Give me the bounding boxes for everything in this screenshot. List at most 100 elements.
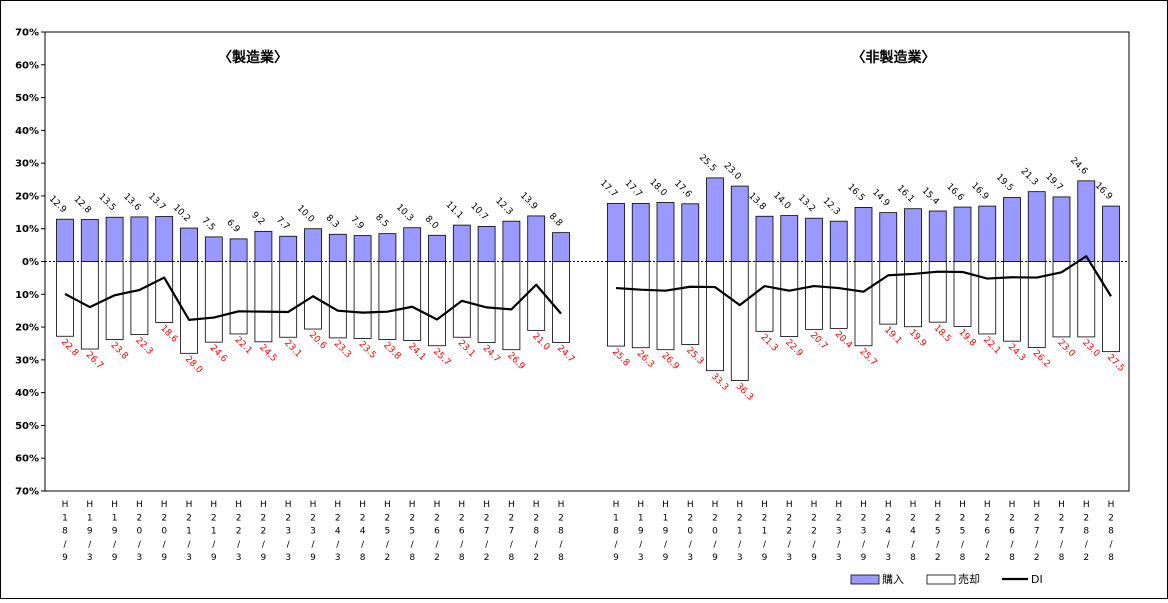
x-tick-char: /: [763, 540, 767, 550]
purchase-value-label: 9.2: [249, 210, 266, 227]
x-tick-char: 9: [87, 527, 93, 537]
x-tick-char: 3: [285, 527, 291, 537]
purchase-bar: [1003, 197, 1021, 262]
y-tick-label: 40%: [15, 126, 39, 137]
x-tick-char: /: [237, 540, 241, 550]
x-tick-char: 8: [533, 527, 539, 537]
sale-bar: [229, 261, 248, 335]
purchase-bar: [904, 208, 922, 262]
x-tick-char: 2: [161, 513, 167, 523]
x-tick-char: 2: [1108, 513, 1114, 523]
x-tick-char: 9: [663, 527, 669, 537]
y-tick-label: 30%: [15, 355, 39, 366]
panel-title: 〈製造業〉: [218, 49, 288, 66]
x-tick-char: H: [86, 500, 93, 510]
sale-value-label: 23.0: [1080, 338, 1101, 359]
x-tick-char: 2: [484, 553, 490, 563]
x-tick-char: 4: [910, 527, 916, 537]
x-tick-char: /: [113, 540, 117, 550]
sale-bar: [105, 261, 124, 340]
x-tick-char: 2: [960, 513, 966, 523]
sale-bar: [1077, 261, 1096, 338]
sale-value-label: 26.3: [635, 349, 656, 370]
purchase-value-label: 24.6: [1068, 156, 1089, 177]
y-tick-label: 70%: [15, 487, 39, 498]
sale-value-label: 23.8: [381, 341, 402, 362]
x-tick-char: H: [384, 500, 391, 510]
x-tick-char: H: [409, 500, 416, 510]
x-tick-char: 2: [310, 513, 316, 523]
x-tick-char: H: [835, 500, 842, 510]
x-tick-char: 8: [409, 553, 415, 563]
x-tick-char: 8: [1108, 553, 1114, 563]
x-tick-char: 5: [385, 527, 391, 537]
purchase-value-label: 16.1: [895, 184, 916, 205]
x-tick-char: /: [435, 540, 439, 550]
sale-value-label: 19.1: [882, 325, 903, 346]
purchase-bar: [706, 177, 724, 262]
sale-bar: [155, 261, 174, 323]
sale-value-label: 25.7: [431, 347, 452, 368]
y-tick-label: 70%: [15, 28, 39, 39]
x-tick-char: 9: [211, 553, 217, 563]
x-tick-char: 3: [310, 527, 316, 537]
sale-value-label: 24.5: [257, 343, 278, 364]
x-tick-char: 2: [737, 513, 743, 523]
purchase-value-label: 10.7: [468, 201, 489, 222]
legend-purchase-swatch: [850, 574, 880, 585]
x-tick-char: /: [887, 540, 891, 550]
x-tick-char: 2: [885, 513, 891, 523]
purchase-bar: [328, 233, 347, 262]
x-tick-char: 2: [285, 513, 291, 523]
x-tick-char: 2: [935, 553, 941, 563]
purchase-value-label: 13.9: [518, 191, 539, 212]
x-tick-char: /: [187, 540, 191, 550]
x-tick-char: 3: [335, 553, 341, 563]
sale-value-label: 22.9: [783, 338, 804, 359]
sale-value-label: 28.0: [183, 354, 204, 375]
x-tick-char: 0: [161, 527, 167, 537]
x-tick-char: H: [533, 500, 540, 510]
sale-bar: [477, 261, 496, 343]
purchase-bar: [829, 220, 848, 262]
sale-value-label: 24.7: [480, 344, 501, 365]
x-tick-char: 3: [137, 553, 143, 563]
x-tick-char: /: [361, 540, 365, 550]
x-tick-char: H: [359, 500, 366, 510]
sale-value-label: 26.7: [84, 350, 105, 371]
y-tick-label: 60%: [15, 454, 39, 465]
purchase-value-label: 25.5: [697, 153, 718, 174]
x-tick-char: 2: [236, 513, 242, 523]
x-tick-char: 8: [1083, 527, 1089, 537]
sale-value-label: 23.5: [356, 340, 377, 361]
x-tick-char: 2: [385, 553, 391, 563]
x-tick-char: 2: [261, 527, 267, 537]
purchase-value-label: 7.7: [274, 215, 291, 232]
x-tick-char: 8: [1108, 527, 1114, 537]
purchase-value-label: 16.5: [845, 182, 866, 203]
purchase-bar: [452, 224, 471, 262]
x-tick-char: H: [508, 500, 515, 510]
purchase-bar: [1027, 191, 1046, 262]
purchase-bar: [656, 202, 675, 262]
sale-value-label: 24.6: [208, 343, 229, 364]
x-tick-char: 2: [434, 553, 440, 563]
purchase-value-label: 7.9: [348, 215, 365, 232]
x-tick-char: H: [1009, 500, 1016, 510]
purchase-bar: [607, 203, 625, 262]
x-tick-char: 2: [1059, 513, 1065, 523]
x-tick-char: 9: [112, 527, 118, 537]
purchase-value-label: 17.7: [622, 178, 643, 199]
x-tick-char: 9: [663, 553, 669, 563]
purchase-value-label: 17.6: [672, 179, 693, 200]
y-tick-label: 20%: [15, 191, 39, 202]
x-tick-char: 9: [112, 553, 118, 563]
sale-value-label: 25.8: [610, 347, 631, 368]
purchase-bar: [552, 232, 570, 262]
x-tick-char: 1: [613, 513, 619, 523]
sale-value-label: 20.4: [833, 329, 854, 350]
sale-bar: [502, 261, 521, 351]
purchase-value-label: 14.0: [771, 190, 792, 211]
sale-value-label: 20.6: [307, 330, 328, 351]
